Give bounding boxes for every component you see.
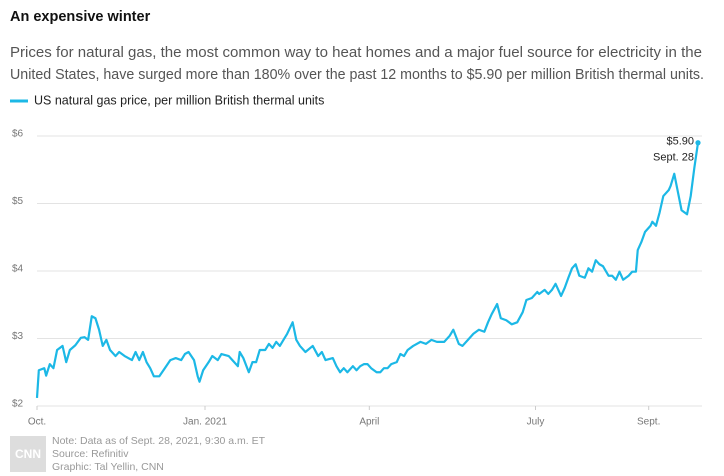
end-point [695, 140, 701, 146]
x-tick-label: April [359, 417, 379, 428]
y-tick-label: $4 [12, 264, 24, 275]
logo: CNN [15, 447, 41, 461]
x-tick-label: Sept. [637, 417, 660, 428]
note: Source: Refinitiv [52, 448, 129, 460]
y-tick-label: $6 [12, 129, 24, 140]
subtitle: United States, have surged more than 180… [10, 66, 704, 83]
y-tick-label: $3 [12, 331, 24, 342]
note: Graphic: Tal Yellin, CNN [52, 461, 164, 473]
y-tick-label: $5 [12, 196, 24, 207]
x-tick-label: Jan. 2021 [183, 417, 227, 428]
annotation-value: $5.90 [666, 136, 694, 148]
price-line [35, 142, 700, 398]
annotation-date: Sept. 28 [653, 152, 694, 164]
logo-box [10, 436, 46, 472]
x-tick-label: Oct. [28, 417, 46, 428]
subtitle: Prices for natural gas, the most common … [10, 44, 702, 61]
chart-title: An expensive winter [10, 9, 151, 25]
legend-label: US natural gas price, per million Britis… [34, 93, 324, 107]
y-tick-label: $2 [12, 399, 24, 410]
x-tick-label: July [527, 417, 545, 428]
note: Note: Data as of Sept. 28, 2021, 9:30 a.… [52, 435, 266, 447]
